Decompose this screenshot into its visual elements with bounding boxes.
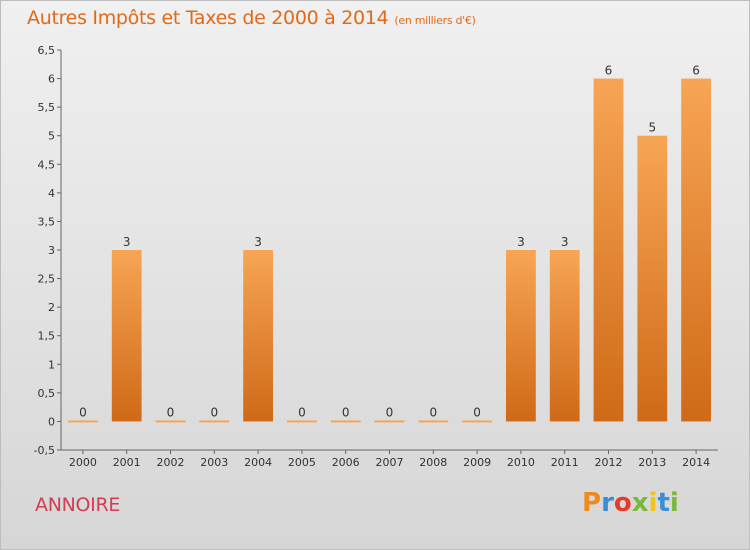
bar — [155, 420, 186, 423]
bar-value-label: 3 — [123, 235, 131, 249]
x-tick-label: 2010 — [507, 456, 535, 469]
bar — [68, 420, 98, 423]
y-tick-label: 6 — [48, 73, 55, 86]
chart-title: Autres Impôts et Taxes de 2000 à 2014 (en… — [27, 7, 476, 29]
y-tick-label: 1 — [48, 358, 55, 371]
bar — [199, 420, 230, 423]
bar — [418, 420, 449, 423]
bar-value-label: 6 — [605, 64, 613, 78]
bar — [549, 250, 580, 422]
y-tick-label: 2,5 — [38, 273, 56, 286]
logo-letter: i — [669, 488, 679, 518]
bar-value-label: 0 — [342, 405, 350, 419]
bar-value-label: 3 — [561, 235, 569, 249]
y-tick-label: 1,5 — [38, 330, 56, 343]
x-tick-label: 2004 — [244, 456, 272, 469]
y-tick-label: 5 — [48, 130, 55, 143]
y-tick-label: 4,5 — [38, 158, 56, 171]
logo-letter: x — [631, 488, 649, 518]
logo-letter: r — [601, 488, 614, 518]
bar-value-label: 0 — [79, 405, 87, 419]
y-tick-label: 6,5 — [38, 44, 56, 57]
bar-value-label: 6 — [692, 64, 700, 78]
y-tick-label: 4 — [48, 187, 55, 200]
x-tick-label: 2009 — [463, 456, 491, 469]
chart-title-text: Autres Impôts et Taxes de 2000 à 2014 — [27, 7, 389, 29]
x-tick-label: 2008 — [419, 456, 447, 469]
bar-value-label: 0 — [429, 405, 437, 419]
x-tick-label: 2000 — [69, 456, 97, 469]
bar — [243, 250, 273, 422]
y-tick-label: 3,5 — [38, 215, 56, 228]
y-tick-label: 2 — [48, 301, 55, 314]
x-tick-label: 2001 — [113, 456, 141, 469]
x-tick-label: 2012 — [595, 456, 623, 469]
bar-value-label: 3 — [254, 235, 262, 249]
bar — [287, 420, 317, 423]
bar-value-label: 0 — [298, 405, 306, 419]
bar — [681, 78, 711, 422]
y-tick-label: 0,5 — [38, 387, 56, 400]
x-tick-label: 2013 — [638, 456, 666, 469]
y-tick-label: 0 — [48, 415, 55, 428]
bar-value-label: 0 — [167, 405, 175, 419]
logo-letter: i — [648, 488, 658, 518]
x-tick-label: 2005 — [288, 456, 316, 469]
x-tick-label: 2003 — [200, 456, 228, 469]
bar-value-label: 3 — [517, 235, 525, 249]
bar — [462, 420, 492, 423]
bar-value-label: 0 — [386, 405, 394, 419]
y-tick-label: 5,5 — [38, 101, 56, 114]
bar — [374, 420, 405, 423]
bar-value-label: 0 — [210, 405, 218, 419]
y-tick-label: -0,5 — [34, 444, 55, 457]
bar-value-label: 5 — [648, 121, 656, 135]
proxiti-logo: Proxiti — [582, 488, 679, 518]
x-tick-label: 2006 — [332, 456, 360, 469]
bar — [330, 420, 361, 423]
bar — [593, 78, 624, 422]
bar-value-label: 0 — [473, 405, 481, 419]
city-name: ANNOIRE — [35, 494, 121, 516]
bar — [506, 250, 536, 422]
chart-unit: (en milliers d'€) — [394, 14, 476, 27]
logo-letter: t — [657, 488, 670, 518]
x-tick-label: 2007 — [376, 456, 404, 469]
x-tick-label: 2002 — [157, 456, 185, 469]
bar — [637, 135, 668, 422]
x-tick-label: 2014 — [682, 456, 710, 469]
logo-letter: P — [582, 488, 602, 518]
logo-letter: o — [613, 488, 632, 518]
x-tick-label: 2011 — [551, 456, 579, 469]
y-tick-label: 3 — [48, 244, 55, 257]
bar — [111, 250, 142, 422]
